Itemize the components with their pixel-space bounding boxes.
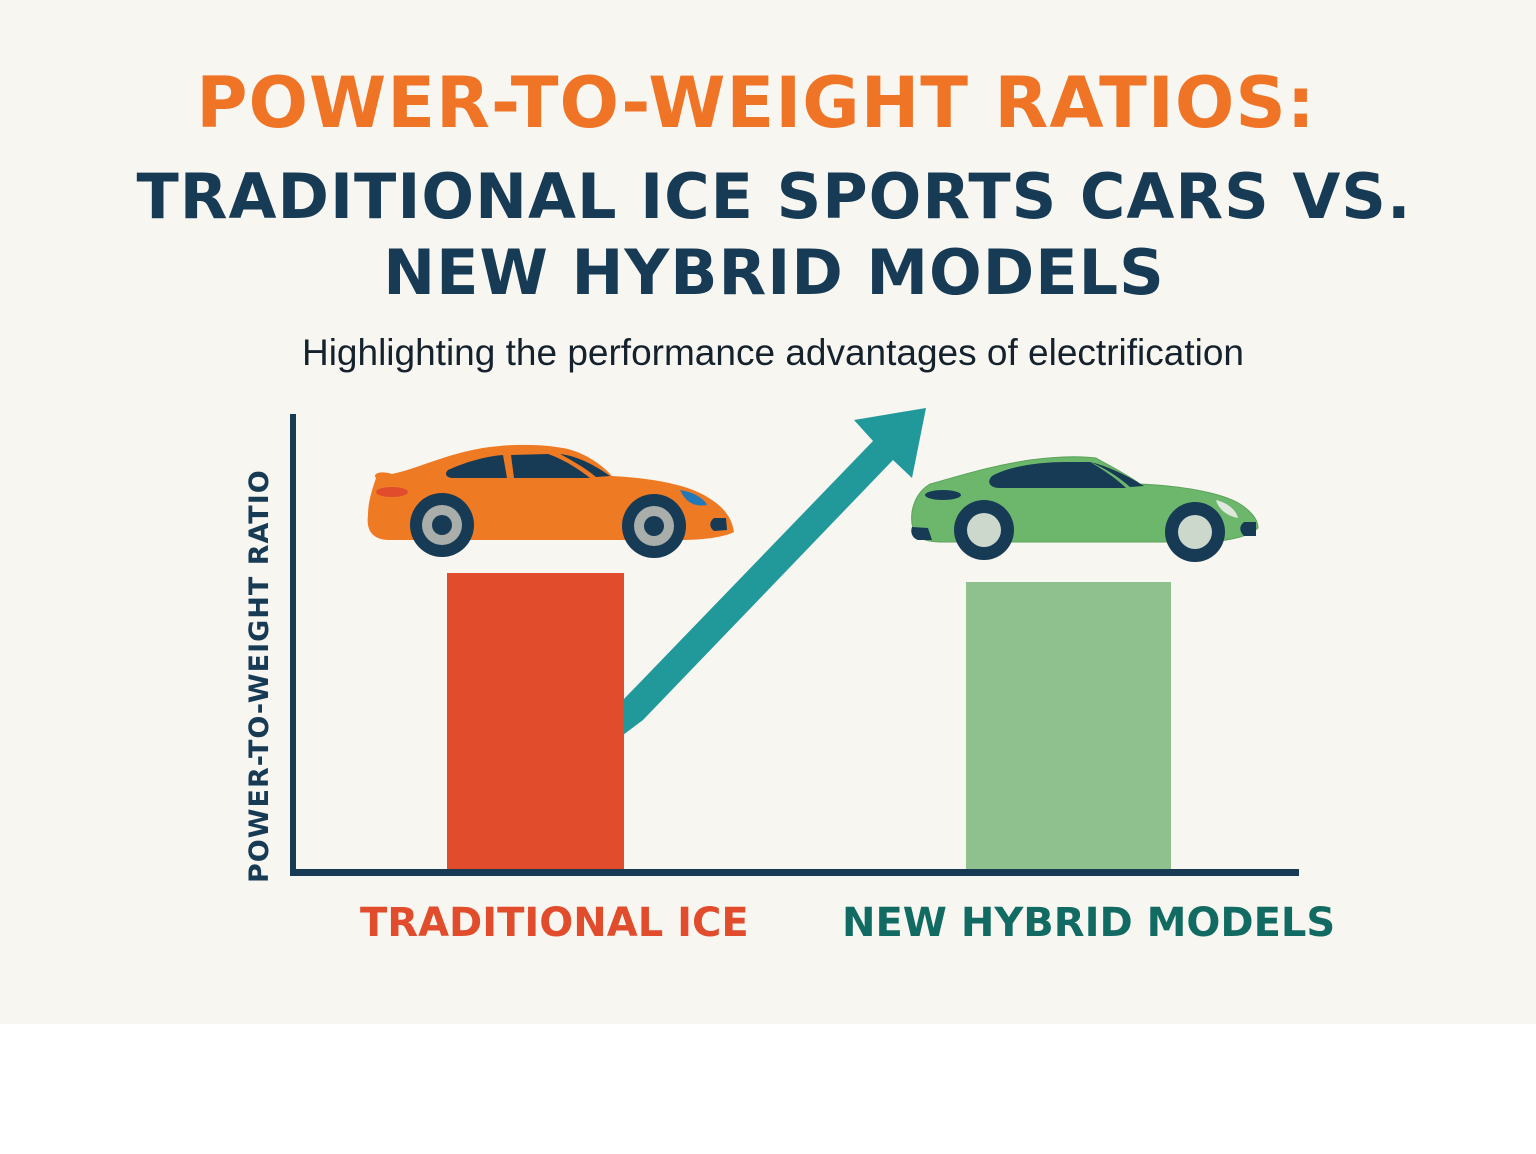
- chart-subtitle: Highlighting the performance advantages …: [301, 332, 1244, 373]
- bar-traditional-ice: [447, 573, 624, 870]
- orange-sports-car-icon: [367, 444, 734, 558]
- chart-title-line-1: POWER-TO-WEIGHT RATIOS:: [196, 62, 1316, 144]
- green-sports-car-icon: [911, 456, 1259, 562]
- chart-title-line-3: NEW HYBRID MODELS: [383, 236, 1165, 309]
- upward-trend-arrow-icon: [623, 408, 926, 735]
- bar-new-hybrid-models: [966, 582, 1171, 870]
- chart-title-line-2: TRADITIONAL ICE SPORTS CARS VS.: [136, 160, 1412, 233]
- chart-canvas: [0, 0, 1536, 1024]
- y-axis-line: [290, 414, 296, 876]
- x-category-label-traditional-ice: TRADITIONAL ICE: [360, 900, 749, 946]
- x-category-label-new-hybrid-models: NEW HYBRID MODELS: [842, 900, 1336, 946]
- x-axis-line: [290, 869, 1299, 876]
